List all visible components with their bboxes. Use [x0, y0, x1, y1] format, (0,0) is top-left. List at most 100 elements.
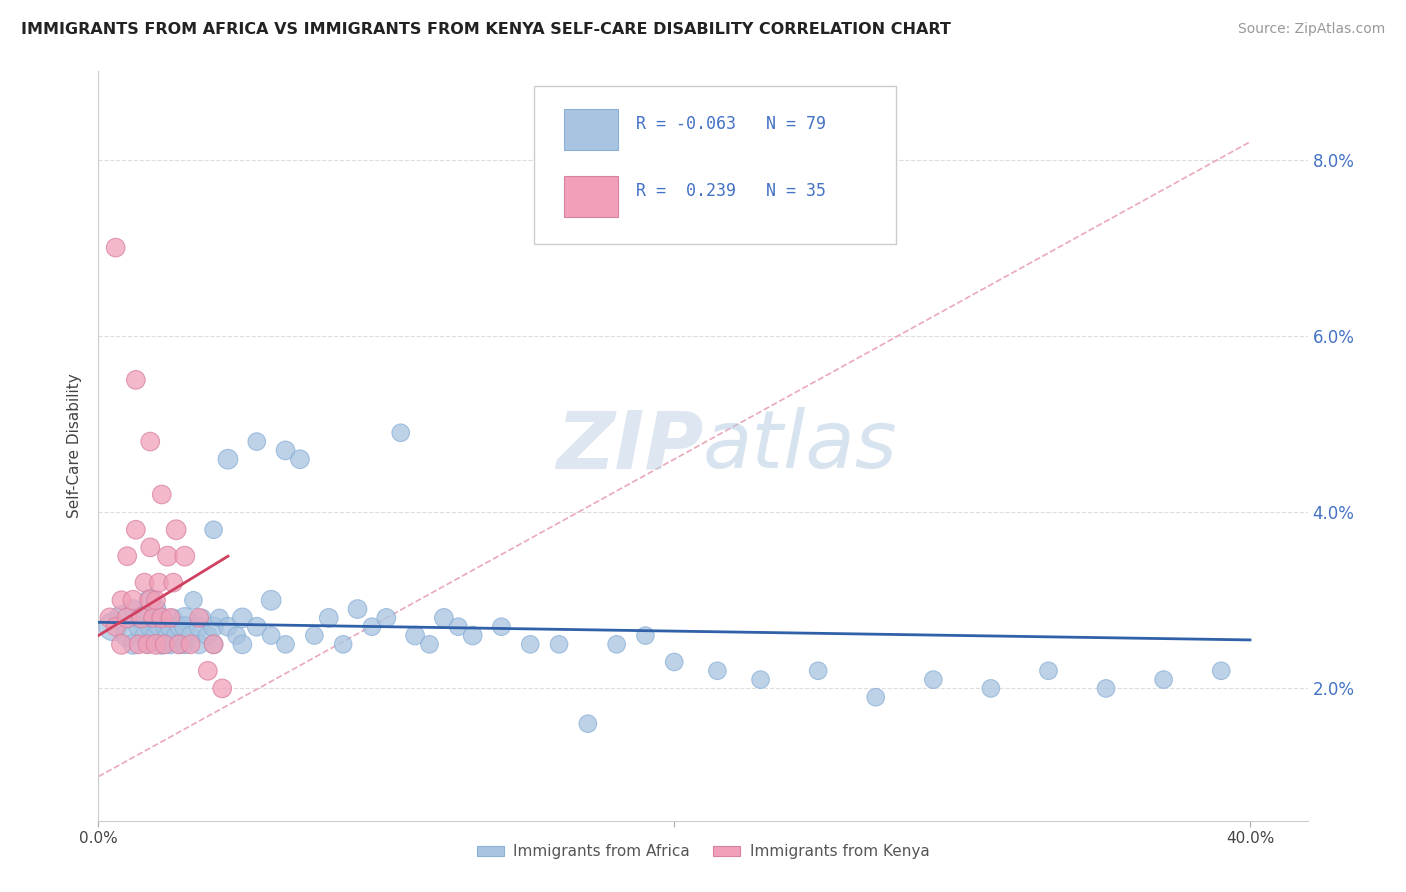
Point: [115, 549, 138, 564]
Point: [231, 637, 253, 651]
Point: [139, 541, 162, 555]
Point: [125, 373, 148, 387]
Point: [139, 620, 162, 634]
Point: [197, 664, 219, 678]
Point: [260, 628, 283, 642]
Point: [165, 628, 187, 642]
Point: [115, 611, 138, 625]
Point: [208, 611, 231, 625]
Point: [304, 628, 326, 642]
Point: [104, 241, 127, 255]
Point: [167, 637, 190, 651]
Text: R =  0.239   N = 35: R = 0.239 N = 35: [637, 182, 827, 200]
Point: [404, 628, 426, 642]
Point: [491, 620, 513, 634]
Point: [159, 611, 181, 625]
Point: [136, 637, 159, 651]
Point: [418, 637, 440, 651]
Point: [142, 611, 165, 625]
Point: [191, 611, 214, 625]
Point: [128, 620, 150, 634]
Point: [188, 611, 211, 625]
Point: [197, 628, 219, 642]
Point: [173, 637, 195, 651]
Point: [167, 620, 190, 634]
Point: [548, 637, 571, 651]
Point: [447, 620, 470, 634]
Point: [346, 602, 368, 616]
Point: [150, 487, 173, 501]
Point: [150, 637, 173, 651]
Point: [173, 549, 195, 564]
Point: [260, 593, 283, 607]
Point: [139, 434, 162, 449]
Point: [162, 575, 184, 590]
Point: [110, 593, 132, 607]
Point: [122, 602, 145, 616]
Point: [519, 637, 541, 651]
Point: [110, 611, 132, 625]
Point: [136, 637, 159, 651]
Point: [188, 637, 211, 651]
Point: [150, 611, 173, 625]
Point: [202, 637, 225, 651]
Point: [980, 681, 1002, 696]
Point: [318, 611, 340, 625]
Point: [167, 637, 190, 651]
Point: [606, 637, 628, 651]
Point: [246, 620, 269, 634]
Point: [332, 637, 354, 651]
Point: [150, 611, 173, 625]
Point: [153, 620, 176, 634]
Point: [139, 593, 162, 607]
Point: [202, 637, 225, 651]
Point: [125, 523, 148, 537]
FancyBboxPatch shape: [534, 87, 897, 244]
Bar: [564, 109, 619, 150]
Point: [246, 434, 269, 449]
Point: [173, 611, 195, 625]
Point: [389, 425, 412, 440]
Point: [180, 637, 202, 651]
Point: [159, 637, 181, 651]
Point: [217, 620, 239, 634]
Point: [202, 523, 225, 537]
Point: [375, 611, 398, 625]
Point: [188, 620, 211, 634]
Point: [145, 628, 167, 642]
Text: IMMIGRANTS FROM AFRICA VS IMMIGRANTS FROM KENYA SELF-CARE DISABILITY CORRELATION: IMMIGRANTS FROM AFRICA VS IMMIGRANTS FRO…: [21, 22, 950, 37]
Text: R = -0.063   N = 79: R = -0.063 N = 79: [637, 115, 827, 133]
Point: [1095, 681, 1118, 696]
Point: [148, 620, 170, 634]
Point: [706, 664, 728, 678]
Point: [461, 628, 484, 642]
Text: atlas: atlas: [703, 407, 898, 485]
Point: [101, 620, 124, 634]
Point: [110, 637, 132, 651]
Point: [131, 611, 153, 625]
Y-axis label: Self-Care Disability: Self-Care Disability: [67, 374, 83, 518]
Bar: [564, 177, 619, 218]
Point: [134, 628, 156, 642]
Point: [162, 611, 184, 625]
Point: [156, 549, 179, 564]
Point: [922, 673, 945, 687]
Point: [217, 452, 239, 467]
Point: [142, 611, 165, 625]
Point: [1153, 673, 1175, 687]
Text: Source: ZipAtlas.com: Source: ZipAtlas.com: [1237, 22, 1385, 37]
Point: [153, 637, 176, 651]
Point: [211, 681, 233, 696]
Point: [115, 628, 138, 642]
Point: [433, 611, 456, 625]
Point: [180, 628, 202, 642]
Point: [1211, 664, 1233, 678]
Point: [865, 690, 887, 705]
Legend: Immigrants from Africa, Immigrants from Kenya: Immigrants from Africa, Immigrants from …: [471, 838, 935, 865]
Point: [165, 523, 187, 537]
Point: [749, 673, 772, 687]
Point: [122, 593, 145, 607]
Text: ZIP: ZIP: [555, 407, 703, 485]
Point: [231, 611, 253, 625]
Point: [274, 637, 297, 651]
